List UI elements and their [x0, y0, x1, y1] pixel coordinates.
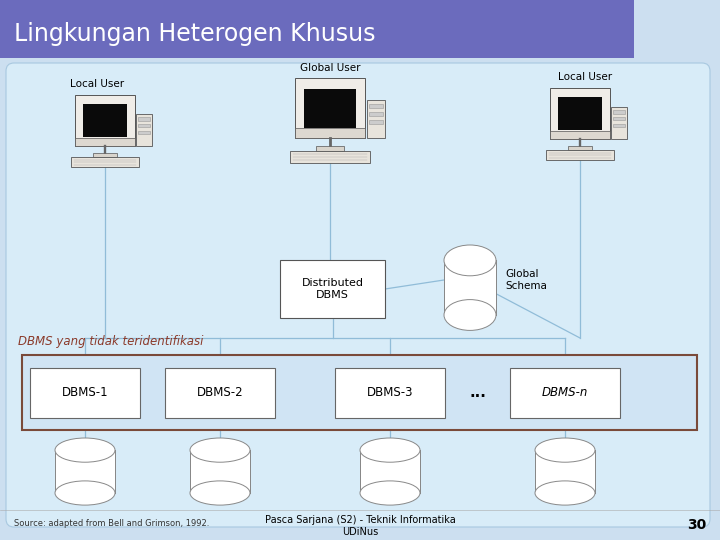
Bar — [22, 355, 697, 430]
Bar — [444, 260, 496, 315]
Bar — [93, 153, 117, 157]
Bar — [0, 0, 634, 58]
Text: Pasca Sarjana (S2) - Teknik Informatika: Pasca Sarjana (S2) - Teknik Informatika — [265, 515, 455, 525]
Bar — [613, 117, 625, 120]
Bar — [611, 107, 626, 139]
FancyBboxPatch shape — [6, 63, 710, 527]
Ellipse shape — [55, 481, 115, 505]
Bar — [316, 146, 344, 151]
Ellipse shape — [535, 481, 595, 505]
Bar — [536, 450, 595, 492]
FancyBboxPatch shape — [0, 0, 634, 58]
Text: Local User: Local User — [558, 72, 612, 82]
Bar — [280, 260, 385, 318]
Bar — [191, 450, 250, 492]
Text: DBMS-n: DBMS-n — [542, 386, 588, 399]
Bar — [558, 97, 603, 130]
Bar — [138, 117, 150, 120]
Text: Global User: Global User — [300, 63, 360, 73]
Bar — [55, 450, 114, 492]
Bar — [535, 450, 595, 493]
Bar — [76, 95, 135, 146]
Text: DBMS yang tidak teridentifikasi: DBMS yang tidak teridentifikasi — [18, 335, 203, 348]
Ellipse shape — [535, 438, 595, 462]
Ellipse shape — [55, 438, 115, 462]
Ellipse shape — [360, 481, 420, 505]
Ellipse shape — [444, 245, 496, 276]
Bar — [76, 138, 135, 146]
Bar — [83, 104, 127, 137]
Bar — [613, 124, 625, 127]
Bar — [295, 78, 365, 138]
Bar — [190, 450, 250, 493]
Text: DBMS-3: DBMS-3 — [366, 386, 413, 399]
Bar — [369, 120, 383, 124]
Bar — [138, 124, 150, 127]
Bar — [165, 368, 275, 417]
Bar — [361, 450, 420, 492]
Bar — [138, 131, 150, 134]
Bar — [137, 114, 152, 146]
Text: 30: 30 — [687, 518, 706, 532]
Text: ...: ... — [469, 385, 486, 400]
Bar — [510, 368, 620, 417]
Bar — [550, 131, 610, 139]
Bar — [613, 110, 625, 113]
Bar — [444, 261, 495, 314]
Bar — [30, 368, 140, 417]
Text: Global
Schema: Global Schema — [505, 269, 547, 291]
Bar — [360, 450, 420, 493]
Bar — [367, 100, 385, 138]
Bar — [369, 112, 383, 116]
Text: UDiNus: UDiNus — [342, 527, 378, 537]
Bar — [335, 368, 445, 417]
Text: DBMS-1: DBMS-1 — [62, 386, 108, 399]
Ellipse shape — [190, 481, 250, 505]
Ellipse shape — [190, 438, 250, 462]
Bar — [369, 104, 383, 108]
Bar — [546, 150, 614, 160]
Text: Distributed
DBMS: Distributed DBMS — [302, 278, 364, 300]
Bar — [71, 157, 139, 167]
Text: DBMS-2: DBMS-2 — [197, 386, 243, 399]
Bar — [290, 151, 370, 163]
Text: Lingkungan Heterogen Khusus: Lingkungan Heterogen Khusus — [14, 22, 376, 46]
Bar — [55, 450, 115, 493]
Bar — [295, 128, 365, 138]
Bar — [568, 146, 592, 150]
Text: Local User: Local User — [70, 79, 124, 89]
Text: Source: adapted from Bell and Grimson, 1992.: Source: adapted from Bell and Grimson, 1… — [14, 518, 210, 528]
Ellipse shape — [360, 438, 420, 462]
Ellipse shape — [444, 300, 496, 330]
Bar — [304, 89, 356, 128]
Bar — [550, 88, 610, 139]
